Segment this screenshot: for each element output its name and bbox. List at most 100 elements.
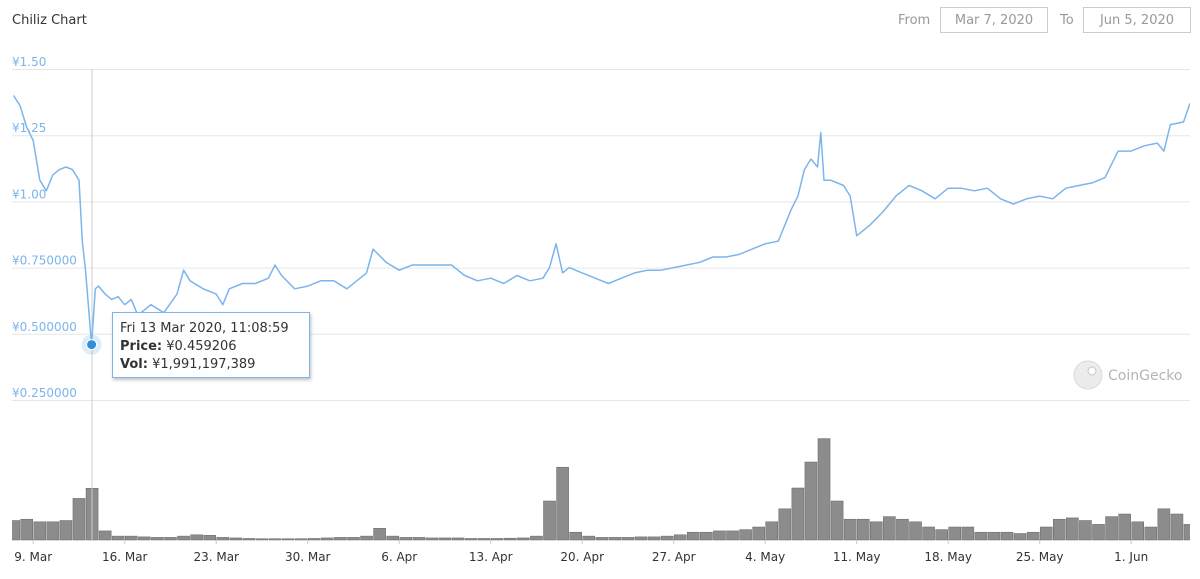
- volume-bar: [647, 536, 661, 541]
- x-tick-label: 25. May: [1016, 550, 1064, 564]
- volume-bar: [242, 538, 256, 541]
- y-tick-label: ¥0.750000: [12, 254, 77, 268]
- volume-bar: [1157, 508, 1171, 541]
- x-tick-label: 27. Apr: [652, 550, 696, 564]
- volume-bar: [451, 537, 465, 541]
- x-tick-label: 16. Mar: [102, 550, 148, 564]
- y-tick-label: ¥0.500000: [12, 320, 77, 334]
- volume-bar: [138, 536, 151, 541]
- x-tick-label: 9. Mar: [14, 550, 52, 564]
- volume-bar: [1026, 531, 1040, 541]
- volume-bar: [843, 518, 857, 541]
- y-tick-label: ¥1.25: [12, 121, 46, 135]
- volume-bar: [1079, 520, 1092, 541]
- volume-bar: [1118, 513, 1131, 541]
- volume-bar: [870, 521, 883, 541]
- volume-bar: [830, 500, 844, 541]
- volume-bar: [1105, 516, 1118, 541]
- volume-bar: [974, 531, 988, 541]
- volume-bar: [948, 526, 962, 541]
- volume-bar: [347, 537, 360, 541]
- x-tick-label: 4. May: [745, 550, 785, 564]
- volume-bar: [12, 520, 20, 541]
- volume-bar: [425, 537, 439, 541]
- volume-bar: [726, 530, 739, 541]
- volume-bar: [59, 520, 73, 541]
- price: [12, 95, 1190, 346]
- chart-title: Chiliz Chart: [12, 13, 87, 28]
- volume-bar: [896, 518, 909, 541]
- volume-bar: [216, 537, 230, 541]
- volume-bar: [543, 500, 556, 541]
- y-tick-label: ¥0.250000: [12, 386, 77, 400]
- volume-bar: [660, 535, 674, 541]
- volume-bar: [1183, 524, 1190, 541]
- volume-bar: [72, 498, 86, 541]
- volume-bar: [791, 487, 805, 541]
- volume-bar: [20, 518, 33, 541]
- volume-bar: [1066, 517, 1079, 541]
- to-input[interactable]: [1083, 7, 1191, 33]
- volume-bar: [281, 538, 295, 541]
- volume-bar: [229, 537, 243, 541]
- volume-bar: [334, 537, 347, 541]
- volume-bar: [517, 537, 530, 541]
- volume-bar: [399, 537, 413, 541]
- volume-bar: [1053, 518, 1066, 541]
- from-date[interactable]: Mar 7, 2020: [955, 13, 1033, 28]
- volume-bar: [713, 530, 726, 541]
- volume-bar: [1092, 524, 1105, 541]
- volume-bar: [765, 521, 779, 541]
- x-tick-label: 30. Mar: [285, 550, 331, 564]
- tooltip-date: Fri 13 Mar 2020, 11:08:59: [120, 321, 289, 336]
- volume-bar: [987, 531, 1001, 541]
- volume-bar: [151, 537, 164, 541]
- tooltip-vol-value: ¥1,991,197,389: [152, 357, 255, 372]
- volume-bar: [373, 528, 386, 541]
- volume-bar: [464, 538, 478, 541]
- x-tick-label: 6. Apr: [381, 550, 417, 564]
- y-tick-label: ¥1.50: [12, 55, 46, 69]
- volume-bar: [673, 534, 687, 541]
- x-tick-label: 11. May: [833, 550, 881, 564]
- watermark-text: CoinGecko: [1108, 368, 1182, 384]
- watermark: CoinGecko: [1073, 360, 1182, 390]
- x-tick-label: 18. May: [924, 550, 972, 564]
- volume-bar: [778, 508, 792, 541]
- volume-bar: [190, 534, 203, 541]
- volume-bar: [530, 535, 543, 541]
- tooltip-box: [112, 312, 310, 378]
- volume-bar: [1170, 513, 1184, 541]
- volume-bar: [883, 516, 896, 541]
- to-date[interactable]: Jun 5, 2020: [1099, 13, 1174, 28]
- tooltip-vol-label: Vol:: [120, 357, 148, 372]
- to-label: To: [1059, 13, 1074, 28]
- from-input[interactable]: [940, 7, 1048, 33]
- volume-bar: [33, 521, 47, 541]
- volume-bar: [268, 538, 282, 541]
- y-tick-label: ¥1.00: [12, 187, 46, 201]
- volume-bar: [700, 531, 713, 541]
- volume-bar: [634, 536, 648, 541]
- volume-bar: [360, 535, 373, 541]
- volume-bar: [203, 535, 216, 541]
- grid: ¥0.250000 ¥0.500000 ¥0.750000 ¥1.00 ¥1.25 ¥1.…: [12, 55, 1190, 564]
- volume-bar: [569, 531, 582, 541]
- volume-bar: [687, 531, 700, 541]
- volume-bar: [438, 537, 452, 541]
- x-tick-label: 13. Apr: [469, 550, 513, 564]
- volume-bar: [909, 521, 922, 541]
- tooltip-vol: Vol: ¥1,991,197,389: [120, 357, 255, 372]
- from-label: From: [898, 13, 930, 28]
- volume-bar: [804, 461, 818, 541]
- volume-bar: [595, 537, 609, 541]
- volume-bar: [582, 535, 596, 541]
- volume-bar: [386, 535, 399, 541]
- volume-bar: [111, 535, 125, 541]
- x-tick-label: 20. Apr: [560, 550, 604, 564]
- volume-bar: [412, 537, 426, 541]
- volume-bar: [98, 530, 112, 541]
- volume-bar: [477, 538, 491, 541]
- volume-bar: [124, 535, 138, 541]
